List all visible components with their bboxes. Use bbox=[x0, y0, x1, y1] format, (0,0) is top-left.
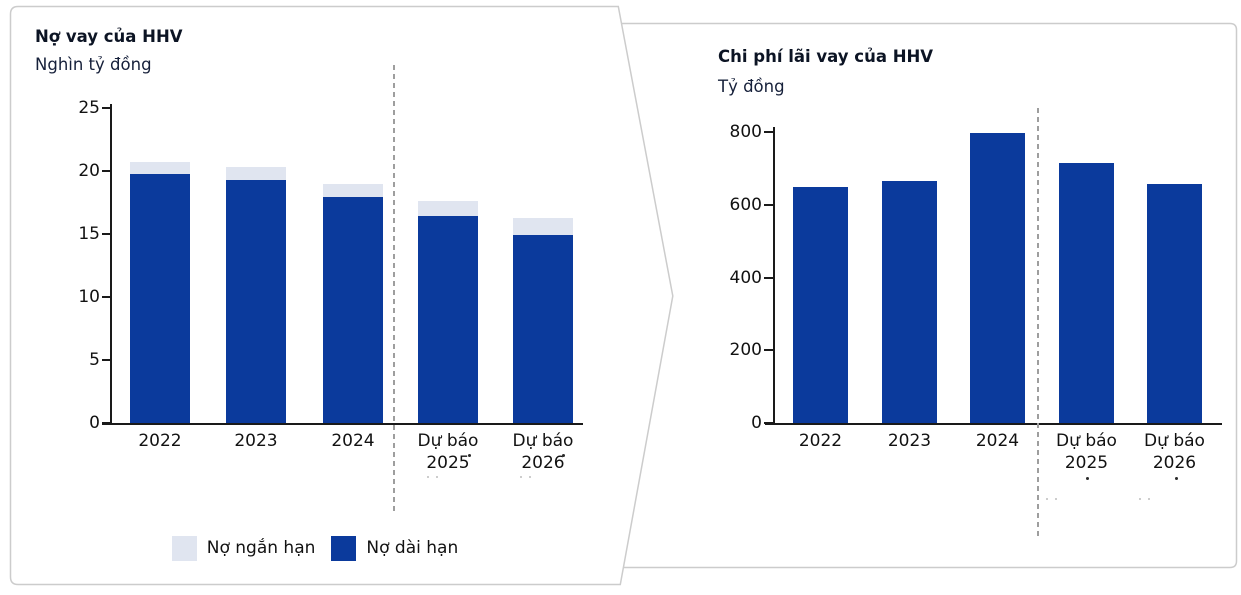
bar-segment-long-term bbox=[130, 173, 190, 423]
right-panel-border bbox=[621, 22, 1238, 569]
y-tick-mark bbox=[764, 349, 773, 352]
bar-segment-long-term bbox=[513, 235, 573, 423]
bar-segment bbox=[1147, 184, 1202, 423]
bar-segment bbox=[882, 181, 937, 423]
legend-item-short-term-debt: Nợ ngắn hạn bbox=[171, 535, 316, 561]
y-tick-label: 10 bbox=[78, 287, 100, 307]
y-tick-label: 400 bbox=[729, 267, 762, 288]
y-tick-mark bbox=[102, 296, 110, 298]
y-axis bbox=[773, 127, 775, 425]
y-tick-mark bbox=[764, 203, 773, 206]
x-category-label: 2024 bbox=[943, 430, 1053, 452]
bar-segment-long-term bbox=[226, 179, 286, 423]
x-category-label-line: 2022 bbox=[798, 431, 843, 451]
legend-label-long-term-debt: Nợ dài hạn bbox=[366, 538, 459, 558]
x-category-label: 2023 bbox=[855, 430, 965, 452]
y-tick-label: 0 bbox=[89, 413, 100, 433]
legend: Nợ ngắn hạn Nợ dài hạn bbox=[10, 535, 620, 561]
text-artifact-dot bbox=[1046, 498, 1048, 500]
text-artifact-dot bbox=[1086, 477, 1089, 480]
y-tick-mark bbox=[102, 233, 110, 235]
x-category-label-line: 2024 bbox=[975, 431, 1020, 451]
x-category-label-line: 2025 bbox=[1064, 453, 1109, 473]
text-artifact-dot bbox=[1139, 498, 1141, 500]
y-tick-label: 15 bbox=[78, 224, 100, 244]
x-category-label-line: Dự báo bbox=[1144, 431, 1205, 451]
right-chart-title: Chi phí lãi vay của HHV bbox=[718, 47, 934, 66]
legend-swatch-long-term-debt bbox=[331, 535, 357, 561]
text-artifact-dot bbox=[1175, 477, 1178, 480]
x-category-label: Dự báo 2026 bbox=[1120, 430, 1230, 474]
x-category-label: 2022 bbox=[766, 430, 876, 452]
left-chart-title: Nợ vay của HHV bbox=[35, 27, 183, 46]
text-artifact-dot bbox=[520, 476, 522, 478]
y-axis bbox=[110, 104, 112, 425]
x-category-label: 2023 bbox=[201, 430, 311, 452]
bar-segment bbox=[970, 132, 1025, 423]
text-artifact-dot bbox=[529, 476, 531, 478]
x-category-label-line: 2024 bbox=[331, 431, 375, 451]
x-category-label-line: 2025 bbox=[426, 453, 470, 473]
text-artifact-dot bbox=[427, 476, 429, 478]
y-tick-label: 0 bbox=[751, 413, 762, 433]
x-axis bbox=[765, 423, 1222, 425]
y-tick-label: 20 bbox=[78, 161, 100, 181]
y-tick-label: 25 bbox=[78, 98, 100, 118]
x-category-label: Dự báo 2026 bbox=[488, 430, 598, 474]
x-category-label-line: Dự báo bbox=[512, 431, 574, 451]
bar-segment-short-term bbox=[418, 201, 478, 217]
x-category-label: 2024 bbox=[298, 430, 408, 452]
legend-label-short-term-debt: Nợ ngắn hạn bbox=[206, 538, 316, 558]
left-chart-unit-label: Nghìn tỷ đồng bbox=[35, 55, 152, 74]
x-category-label-line: Dự báo bbox=[417, 431, 479, 451]
legend-swatch-short-term-debt bbox=[171, 535, 197, 561]
x-category-label: Dự báo 2025 bbox=[1032, 430, 1142, 474]
y-tick-mark bbox=[764, 422, 773, 424]
y-tick-mark bbox=[102, 422, 110, 424]
text-artifact-dot bbox=[468, 454, 471, 457]
text-artifact-dot bbox=[562, 454, 565, 457]
x-category-label: 2022 bbox=[105, 430, 215, 452]
forecast-divider bbox=[393, 65, 395, 512]
bar-segment-long-term bbox=[323, 197, 383, 423]
y-tick-label: 600 bbox=[729, 194, 762, 215]
y-tick-mark bbox=[102, 359, 110, 361]
y-tick-label: 800 bbox=[729, 122, 762, 142]
x-category-label-line: 2026 bbox=[521, 453, 565, 473]
text-artifact-dot bbox=[436, 476, 438, 478]
bar-segment-short-term bbox=[513, 218, 573, 236]
text-artifact-dot bbox=[1055, 498, 1057, 500]
y-tick-mark bbox=[102, 170, 110, 172]
bar-segment-short-term bbox=[130, 162, 190, 174]
y-tick-mark bbox=[102, 107, 110, 109]
y-tick-label: 5 bbox=[89, 350, 100, 370]
legend-item-long-term-debt: Nợ dài hạn bbox=[331, 535, 459, 561]
right-chart-unit-label: Tỷ đồng bbox=[718, 77, 785, 96]
x-category-label-line: 2023 bbox=[234, 431, 278, 451]
bar-segment-short-term bbox=[323, 183, 383, 198]
y-tick-mark bbox=[764, 131, 773, 133]
bar-segment-short-term bbox=[226, 167, 286, 180]
text-artifact-dot bbox=[1148, 498, 1150, 500]
y-tick-label: 200 bbox=[729, 340, 762, 361]
y-tick-mark bbox=[764, 276, 773, 279]
bar-segment bbox=[1059, 162, 1114, 423]
x-category-label-line: 2022 bbox=[138, 431, 182, 451]
bar-segment bbox=[793, 186, 848, 423]
x-category-label-line: Dự báo bbox=[1056, 431, 1117, 451]
x-category-label-line: 2023 bbox=[887, 431, 932, 451]
forecast-divider bbox=[1037, 108, 1039, 537]
bar-segment-long-term bbox=[418, 216, 478, 423]
x-axis bbox=[102, 423, 583, 425]
x-category-label: Dự báo 2025 bbox=[393, 430, 503, 474]
x-category-label-line: 2026 bbox=[1152, 453, 1197, 473]
